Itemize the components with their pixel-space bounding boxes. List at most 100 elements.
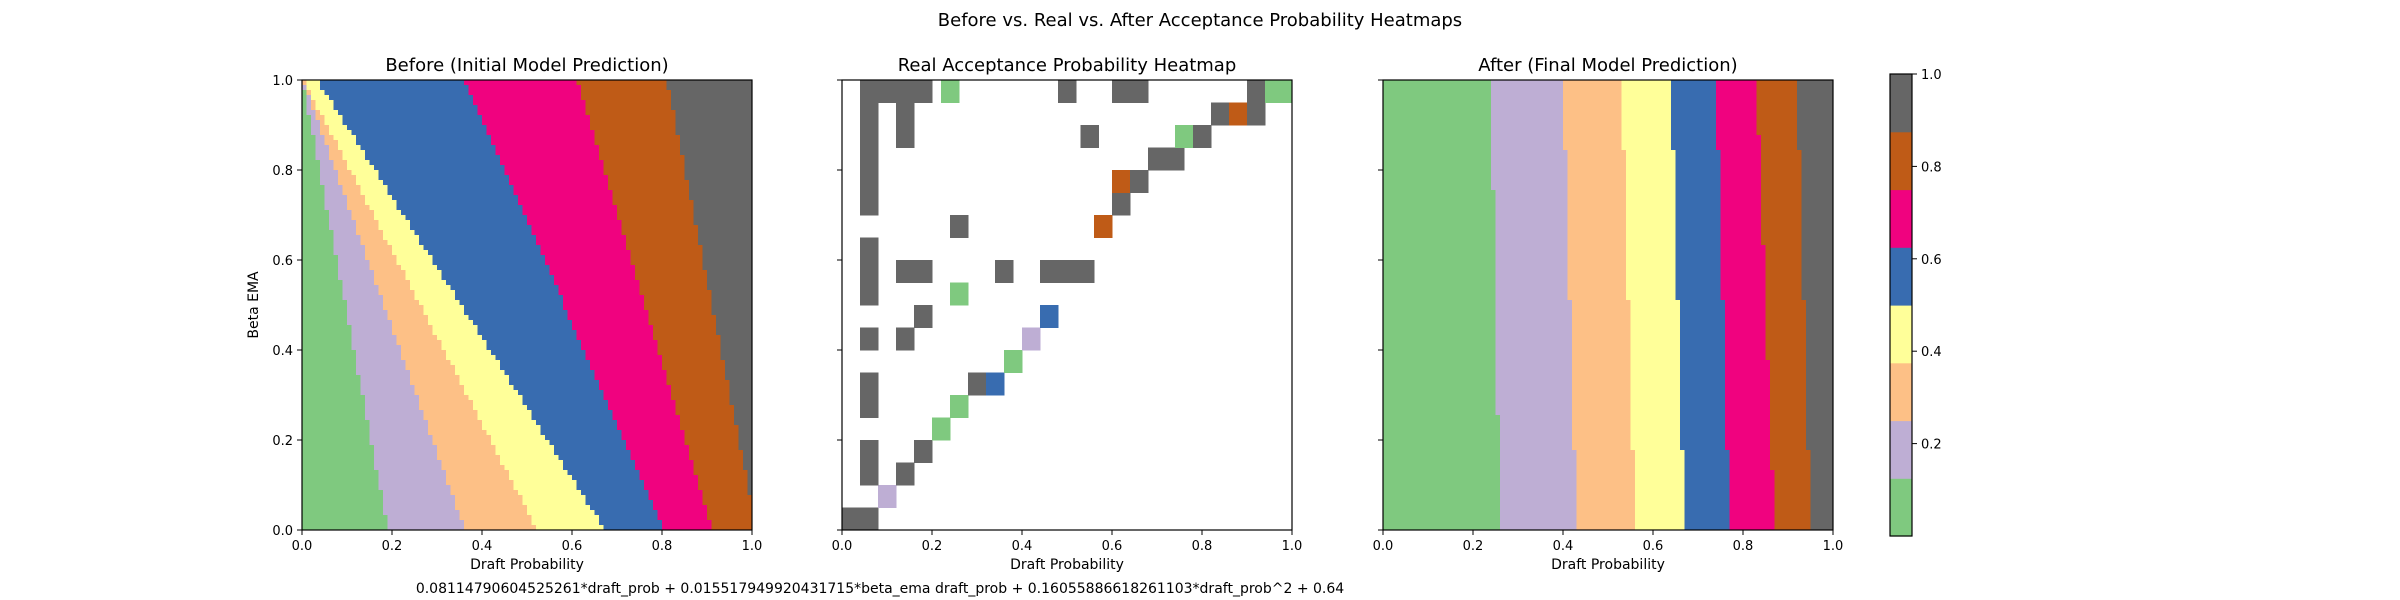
- heatmap-cell: [896, 80, 915, 103]
- heatmap-cell: [896, 462, 915, 486]
- heatmap-cell: [1094, 215, 1113, 238]
- panel-1: Before (Initial Model Prediction) 0.0 0.2 0…: [246, 55, 762, 573]
- heatmap-cell: [860, 237, 879, 261]
- heatmap-band-8: [1797, 80, 1833, 530]
- heatmap-cell: [1247, 102, 1266, 126]
- heatmap-cell: [860, 170, 879, 193]
- heatmap-cell: [842, 507, 861, 530]
- x-tick-label: 0.0: [832, 539, 853, 554]
- heatmap-band-6: [464, 80, 712, 530]
- heatmap-cell: [896, 327, 915, 351]
- y-tick-label: 0.4: [272, 344, 293, 359]
- x-tick-label: 0.8: [1192, 539, 1213, 554]
- heatmap-cell: [860, 372, 879, 396]
- x-tick-label: 0.4: [1553, 539, 1574, 554]
- heatmap-cell: [878, 485, 897, 508]
- x-tick-label: 0.4: [472, 539, 493, 554]
- heatmap-cell: [860, 80, 879, 103]
- fit-formula: 0.08114790604525261*draft_prob + 0.01551…: [416, 581, 1344, 597]
- heatmap-cell: [1004, 350, 1023, 373]
- heatmap-cell: [914, 260, 933, 283]
- heatmap-cell: [914, 440, 933, 463]
- y-tick-label: 1.0: [272, 74, 293, 89]
- heatmap-cell: [914, 80, 933, 103]
- x-tick-label: 0.2: [382, 539, 403, 554]
- heatmap-cell: [860, 462, 879, 486]
- heatmap-band-8: [666, 80, 752, 515]
- plot-area: [842, 80, 1292, 530]
- heatmap-cell: [1211, 102, 1230, 126]
- heatmap-cell: [1040, 305, 1059, 328]
- heatmap-band-1: [302, 80, 388, 530]
- x-tick-label: 0.0: [292, 539, 313, 554]
- heatmap-cell: [1080, 125, 1099, 148]
- x-axis-label: Draft Probability: [470, 557, 584, 573]
- colorbar-segment: [1890, 420, 1912, 479]
- heatmap-band-2: [1491, 80, 1577, 530]
- x-tick-label: 0.8: [652, 539, 673, 554]
- heatmap-cell: [950, 215, 969, 238]
- plot-area: [302, 80, 752, 530]
- x-axis-label: Draft Probability: [1010, 557, 1124, 573]
- heatmap-cell: [860, 507, 879, 530]
- heatmap-cell: [1112, 192, 1131, 216]
- heatmap-cell: [860, 192, 879, 216]
- colorbar-tick-label: 0.2: [1921, 438, 1942, 453]
- heatmap-cell: [860, 260, 879, 283]
- heatmap-cell: [1175, 125, 1194, 148]
- colorbar-segment: [1890, 74, 1912, 133]
- heatmap-band-5: [1671, 80, 1730, 530]
- heatmap-cell: [1040, 260, 1059, 283]
- x-tick-label: 1.0: [1282, 539, 1303, 554]
- heatmap-band-3: [1563, 80, 1635, 530]
- x-tick-label: 0.6: [1102, 539, 1123, 554]
- x-tick-label: 1.0: [1823, 539, 1844, 554]
- heatmap-cell: [950, 282, 969, 306]
- heatmap-cell: [896, 260, 915, 283]
- x-tick-label: 0.6: [562, 539, 583, 554]
- panel-2: Real Acceptance Probability Heatmap 0.0 0.…: [832, 55, 1303, 573]
- heatmap-cell: [860, 282, 879, 306]
- colorbar-tick-label: 1.0: [1921, 68, 1942, 83]
- heatmap-panels: Before (Initial Model Prediction) 0.0 0.2 0…: [246, 55, 1844, 573]
- heatmap-cell: [1058, 80, 1077, 103]
- x-tick-label: 0.2: [922, 539, 943, 554]
- heatmap-cell: [1022, 327, 1041, 351]
- panel-title: Before (Initial Model Prediction): [385, 55, 668, 76]
- heatmap-cell: [1193, 125, 1212, 148]
- x-tick-label: 0.6: [1643, 539, 1664, 554]
- colorbar-segment: [1890, 305, 1912, 364]
- x-tick-label: 0.2: [1463, 539, 1484, 554]
- panel-title: After (Final Model Prediction): [1478, 55, 1737, 76]
- heatmap-cell: [860, 395, 879, 418]
- heatmap-cell: [986, 372, 1005, 396]
- heatmap-cell: [1112, 170, 1131, 193]
- heatmap-cell: [878, 80, 897, 103]
- y-tick-label: 0.0: [272, 524, 293, 539]
- y-tick-label: 0.8: [272, 164, 293, 179]
- colorbar-segment: [1890, 247, 1912, 306]
- heatmap-cell: [1229, 102, 1248, 126]
- heatmap-cell: [1247, 80, 1266, 103]
- x-tick-label: 0.8: [1733, 539, 1754, 554]
- colorbar-segment: [1890, 131, 1912, 191]
- colorbar-segment: [1890, 189, 1912, 248]
- heatmap-cell: [914, 305, 933, 328]
- heatmap-band-4: [302, 80, 604, 530]
- x-tick-label: 0.4: [1012, 539, 1033, 554]
- y-axis-label: Beta EMA: [246, 271, 262, 339]
- plot-frame: [1382, 79, 1834, 531]
- heatmap-band-4: [1621, 80, 1685, 530]
- heatmap-cell: [860, 147, 879, 171]
- heatmap-cell: [932, 417, 951, 441]
- colorbar: 0.2 0.4 0.6 0.8 1.0: [1889, 68, 1942, 537]
- colorbar-tick-label: 0.4: [1921, 345, 1942, 360]
- heatmap-cell: [1076, 260, 1095, 283]
- y-tick-label: 0.2: [272, 434, 293, 449]
- heatmap-cell: [860, 102, 879, 126]
- panel-title: Real Acceptance Probability Heatmap: [898, 55, 1237, 76]
- heatmap-cell: [860, 327, 879, 351]
- heatmap-cell: [941, 80, 960, 103]
- heatmap-cell: [860, 440, 879, 463]
